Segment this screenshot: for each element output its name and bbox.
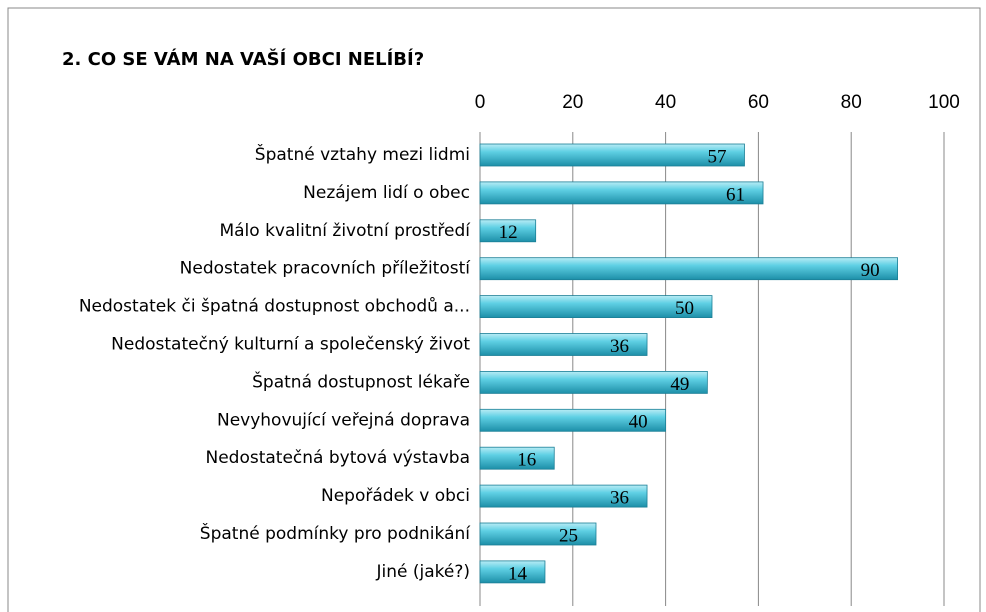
bar xyxy=(479,257,899,281)
y-tick-label: Nedostatečná bytová výstavba xyxy=(205,448,470,468)
y-tick-label: Nedostatek či špatná dostupnost obchodů … xyxy=(79,297,470,317)
bar xyxy=(479,295,713,319)
y-tick-label: Špatné vztahy mezi lidmi xyxy=(255,143,470,165)
value-label: 40 xyxy=(629,412,648,433)
bar xyxy=(479,408,667,432)
bar xyxy=(479,333,648,356)
value-label: 61 xyxy=(726,184,745,205)
x-tick-label: 0 xyxy=(475,92,486,113)
value-label: 57 xyxy=(707,146,726,167)
chart-title: 2. CO SE VÁM NA VAŠÍ OBCI NELÍBÍ? xyxy=(62,48,424,70)
value-label: 49 xyxy=(670,374,689,395)
bar xyxy=(479,446,555,470)
bar xyxy=(479,370,708,394)
bar xyxy=(479,219,537,243)
value-label: 14 xyxy=(508,563,528,584)
y-tick-label: Nedostatek pracovních příležitostí xyxy=(180,259,472,279)
y-tick-label: Nezájem lidí o obec xyxy=(303,183,470,203)
bar xyxy=(479,484,648,508)
value-label: 16 xyxy=(517,450,536,471)
bar xyxy=(479,560,546,584)
x-tick-label: 20 xyxy=(562,92,583,113)
value-label: 36 xyxy=(610,336,629,357)
x-tick-label: 40 xyxy=(655,92,676,113)
value-label: 90 xyxy=(861,260,880,281)
bar xyxy=(479,522,597,546)
value-label: 25 xyxy=(559,525,578,546)
bar xyxy=(479,181,764,205)
x-tick-label: 100 xyxy=(928,92,960,113)
y-tick-label: Jiné (jaké?) xyxy=(376,562,471,582)
y-tick-label: Nepořádek v obci xyxy=(321,486,470,506)
y-tick-label: Málo kvalitní životní prostředí xyxy=(219,221,471,241)
value-label: 36 xyxy=(610,487,629,508)
y-tick-label: Nevyhovující veřejná doprava xyxy=(217,410,470,430)
value-label: 12 xyxy=(499,222,518,243)
chart-frame xyxy=(7,7,981,612)
bar xyxy=(479,143,745,167)
y-tick-label: Špatná dostupnost lékaře xyxy=(252,370,470,392)
y-tick-label: Špatné podmínky pro podnikání xyxy=(200,522,471,544)
value-label: 50 xyxy=(675,298,694,319)
x-tick-label: 60 xyxy=(748,92,769,113)
x-tick-label: 80 xyxy=(841,92,862,113)
y-tick-label: Nedostatečný kulturní a společenský živo… xyxy=(111,335,470,355)
